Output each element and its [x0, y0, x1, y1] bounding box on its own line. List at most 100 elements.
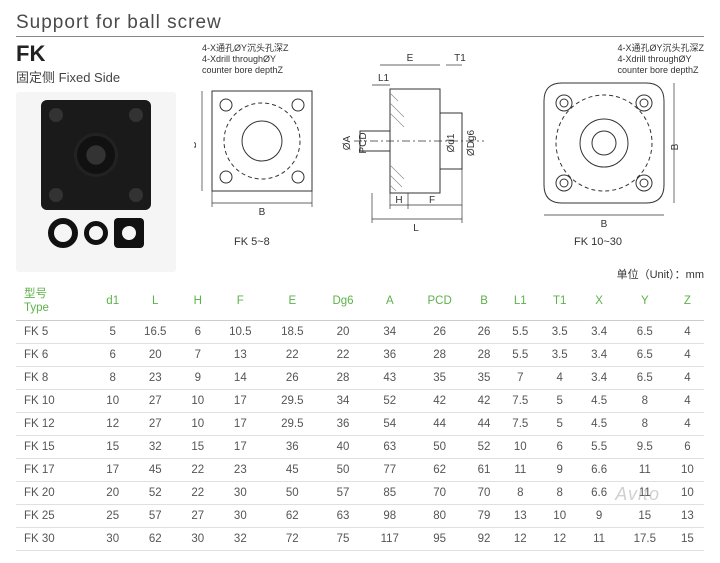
- table-row: FK 20205222305057857070886.61110: [16, 481, 704, 504]
- cell: 35: [468, 366, 501, 389]
- cell: 13: [501, 504, 540, 527]
- cell: 5: [540, 389, 579, 412]
- table-row: FK 101027101729.5345242427.554.584: [16, 389, 704, 412]
- range-label-1: FK 5~8: [234, 236, 270, 248]
- cell: 26: [468, 320, 501, 343]
- cell: 13: [671, 504, 704, 527]
- cell: 10.5: [214, 320, 266, 343]
- cell: 10: [671, 458, 704, 481]
- svg-text:T1: T1: [454, 53, 466, 64]
- cell: 28: [318, 366, 367, 389]
- cell: 22: [266, 343, 318, 366]
- cell: 62: [129, 527, 181, 550]
- svg-text:B: B: [259, 207, 266, 218]
- cell: 10: [671, 481, 704, 504]
- cell: 6: [540, 435, 579, 458]
- cell: 6: [181, 320, 214, 343]
- col-F: F: [214, 284, 266, 320]
- cell: 9.5: [619, 435, 671, 458]
- cell: 54: [368, 412, 412, 435]
- col-d1: d1: [96, 284, 129, 320]
- cell: 44: [468, 412, 501, 435]
- svg-text:L: L: [413, 223, 419, 234]
- cell: 5.5: [579, 435, 618, 458]
- cell: 10: [181, 412, 214, 435]
- table-row: FK 5516.5610.518.5203426265.53.53.46.54: [16, 320, 704, 343]
- cell: 35: [412, 366, 468, 389]
- col-Z: Z: [671, 284, 704, 320]
- note-right-en2: counter bore depthZ: [617, 65, 698, 75]
- cell: 117: [368, 527, 412, 550]
- cell: 43: [368, 366, 412, 389]
- unit-cn: 单位（Unit）：: [617, 269, 686, 281]
- spacer-ring: [48, 218, 78, 248]
- cell: 9: [181, 366, 214, 389]
- table-row: FK 151532151736406350521065.59.56: [16, 435, 704, 458]
- cell: 16.5: [129, 320, 181, 343]
- cell: 17: [214, 389, 266, 412]
- cell: 5.5: [501, 320, 540, 343]
- table-header-row: 型号Type d1 L H F E Dg6 A PCD B L1 T1 X Y …: [16, 284, 704, 320]
- cell: 15: [619, 504, 671, 527]
- cell: 27: [129, 389, 181, 412]
- cell: 85: [368, 481, 412, 504]
- cell: 15: [96, 435, 129, 458]
- cell: 30: [181, 527, 214, 550]
- cell: 23: [214, 458, 266, 481]
- cell: 36: [368, 343, 412, 366]
- col-type: 型号Type: [16, 284, 96, 320]
- top-section: FK 固定侧 Fixed Side 4-X通孔ØY沉头孔深Z 4-Xdrill …: [16, 43, 704, 272]
- cell: 34: [368, 320, 412, 343]
- svg-text:B: B: [194, 141, 199, 148]
- bolt-hole: [49, 188, 63, 202]
- cell: 61: [468, 458, 501, 481]
- cell: 95: [412, 527, 468, 550]
- cell: 15: [671, 527, 704, 550]
- note-right-cn: 4-X通孔ØY沉头孔深Z: [617, 43, 704, 53]
- cell: 28: [468, 343, 501, 366]
- cell: FK 5: [16, 320, 96, 343]
- cell: 30: [96, 527, 129, 550]
- cell: 63: [368, 435, 412, 458]
- cell: FK 15: [16, 435, 96, 458]
- cell: 22: [181, 458, 214, 481]
- cell: 98: [368, 504, 412, 527]
- cell: 17: [96, 458, 129, 481]
- cell: 44: [412, 412, 468, 435]
- cell: 29.5: [266, 412, 318, 435]
- left-column: FK 固定侧 Fixed Side: [16, 43, 186, 272]
- cell: 7: [181, 343, 214, 366]
- cell: 12: [501, 527, 540, 550]
- cell: 52: [468, 435, 501, 458]
- cell: 4: [671, 320, 704, 343]
- cell: 50: [318, 458, 367, 481]
- svg-text:F: F: [429, 195, 435, 206]
- svg-text:Ød1: Ød1: [446, 133, 457, 152]
- subtext-en: Fixed Side: [59, 70, 120, 85]
- svg-text:E: E: [407, 53, 414, 64]
- cell: 10: [181, 389, 214, 412]
- cell: 18.5: [266, 320, 318, 343]
- cell: 4: [540, 366, 579, 389]
- col-L1: L1: [501, 284, 540, 320]
- cell: 11: [619, 458, 671, 481]
- model-code: FK: [16, 43, 186, 65]
- cell: 8: [619, 412, 671, 435]
- subtext-cn: 固定侧: [16, 70, 55, 85]
- cell: 5: [96, 320, 129, 343]
- cell: 4: [671, 366, 704, 389]
- cell: 50: [412, 435, 468, 458]
- cell: 50: [266, 481, 318, 504]
- dimensions-table: 型号Type d1 L H F E Dg6 A PCD B L1 T1 X Y …: [16, 284, 704, 551]
- note-right: 4-X通孔ØY沉头孔深Z 4-Xdrill throughØY counter …: [617, 43, 704, 75]
- note-right-en1: 4-Xdrill throughØY: [617, 54, 691, 64]
- cell: 4.5: [579, 389, 618, 412]
- cell: FK 17: [16, 458, 96, 481]
- cell: 52: [129, 481, 181, 504]
- cell: 11: [579, 527, 618, 550]
- svg-text:B: B: [601, 219, 608, 230]
- col-B: B: [468, 284, 501, 320]
- svg-text:PCD: PCD: [358, 132, 369, 153]
- cell: 11: [501, 458, 540, 481]
- cell: 6.6: [579, 481, 618, 504]
